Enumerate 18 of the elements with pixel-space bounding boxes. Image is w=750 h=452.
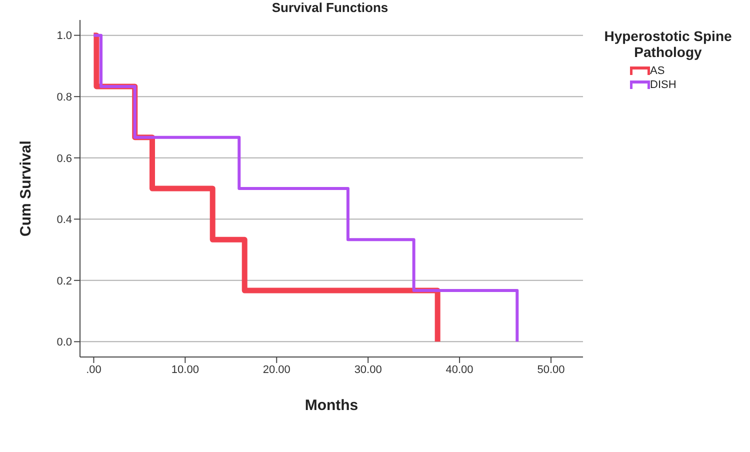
x-tick-label: 50.00 <box>537 364 565 376</box>
legend-title: Hyperostotic Spine Pathology <box>603 28 733 60</box>
x-tick-label: 10.00 <box>171 364 199 376</box>
x-tick-label: 40.00 <box>446 364 474 376</box>
y-tick-label: 0.6 <box>56 152 72 165</box>
x-tick-label: 20.00 <box>262 364 290 376</box>
y-tick-label: 0.8 <box>56 91 72 104</box>
y-tick-label: 1.0 <box>56 30 72 42</box>
legend-label: AS <box>650 65 665 77</box>
x-axis-title: Months <box>304 397 358 414</box>
y-tick-label: 0.4 <box>56 214 72 226</box>
x-tick-label: .00 <box>86 364 102 376</box>
x-tick-label: 30.00 <box>354 364 382 376</box>
y-tick-label: 0.2 <box>56 275 72 288</box>
legend-label: DISH <box>650 79 676 91</box>
chart-title: Survival Functions <box>270 0 390 15</box>
y-tick-label: 0.0 <box>56 336 72 349</box>
y-axis-title: Cum Survival <box>17 140 34 236</box>
